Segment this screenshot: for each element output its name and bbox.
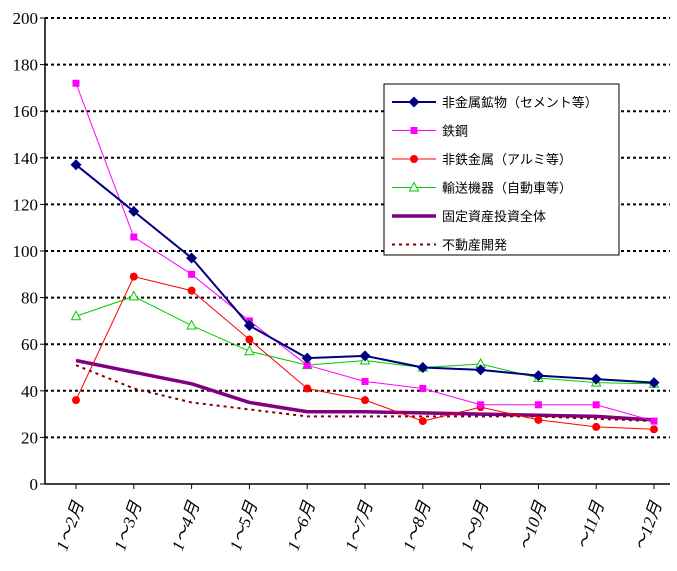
data-point: [72, 396, 80, 405]
series-2: [72, 272, 658, 434]
series-0: [70, 159, 660, 389]
data-point: [245, 335, 254, 344]
data-point: [418, 417, 427, 426]
data-point: [359, 350, 371, 362]
legend-label: 非金属鉱物（セメント等）: [442, 95, 598, 111]
x-tick-label: 1～8月: [399, 498, 435, 553]
data-point: [361, 396, 369, 405]
data-point: [186, 252, 198, 264]
data-point: [532, 370, 544, 382]
y-tick-label: 200: [13, 9, 39, 28]
legend-label: 固定資産投資全体: [442, 209, 546, 225]
series-lines: [70, 79, 660, 434]
series-5: [75, 364, 655, 423]
data-point: [534, 401, 542, 409]
y-tick-label: 40: [21, 382, 38, 401]
series-line: [75, 364, 655, 423]
legend-marker: [410, 155, 418, 163]
x-tick-label: 1～9月: [457, 498, 493, 553]
y-tick-label: 60: [21, 335, 38, 354]
data-point: [70, 310, 82, 321]
legend-item: 非金属鉱物（セメント等）: [392, 95, 598, 111]
x-tick-labels: 1～2月 1～3月 1～4月 1～5月 1～6月 1～7月 1～8月 1～9月 ～10月 ～11月…: [52, 484, 666, 553]
data-point: [650, 425, 658, 434]
data-point: [590, 373, 602, 385]
y-tick-label: 120: [13, 195, 39, 214]
legend-label: 輸送機器（自動車等）: [442, 181, 572, 197]
data-point: [301, 352, 313, 364]
axes: [44, 18, 670, 485]
y-tick-label: 20: [21, 428, 38, 447]
y-tick-labels: 0 20 40 60 80 100 120 140 160 180 200: [13, 9, 39, 494]
data-point: [244, 345, 255, 356]
data-point: [186, 319, 197, 330]
y-tick-label: 0: [30, 475, 39, 494]
x-tick-label: 1～3月: [110, 498, 146, 553]
legend-label: 不動産開発: [442, 238, 507, 254]
y-tick-label: 100: [13, 242, 39, 261]
series-4: [75, 358, 655, 422]
data-point: [592, 401, 600, 409]
data-point: [187, 286, 196, 295]
data-point: [650, 417, 658, 425]
data-point: [128, 290, 140, 301]
data-point: [243, 320, 255, 332]
legend-item: 輸送機器（自動車等）: [392, 181, 572, 197]
legend-marker: [408, 181, 420, 192]
legend-marker: [408, 96, 420, 108]
series-line: [75, 295, 655, 385]
x-tick-label: ～12月: [630, 498, 666, 553]
x-tick-label: ～11月: [573, 498, 608, 552]
data-point: [534, 415, 543, 424]
legend-label: 非鉄金属（アルミ等）: [442, 152, 572, 168]
data-point: [417, 361, 429, 374]
legend-label: 鉄鋼: [442, 125, 468, 140]
legend-item: 非鉄金属（アルミ等）: [392, 152, 572, 168]
x-tick-label: 1～2月: [52, 498, 88, 553]
x-tick-label: ～10月: [515, 498, 551, 553]
y-tick-label: 140: [13, 149, 39, 168]
data-point: [592, 422, 601, 431]
y-tick-label: 160: [13, 102, 39, 121]
legend-item: 不動産開発: [392, 238, 507, 254]
y-tick-label: 80: [21, 289, 38, 308]
data-point: [303, 384, 312, 393]
series-3: [70, 290, 660, 388]
data-point: [128, 205, 140, 217]
x-tick-label: 1～6月: [284, 498, 320, 553]
series-line: [75, 358, 655, 422]
data-point: [361, 377, 369, 385]
data-point: [648, 377, 660, 389]
y-tick-label: 180: [13, 56, 39, 75]
legend-item: 固定資産投資全体: [392, 209, 546, 225]
x-tick-label: 1～7月: [341, 498, 377, 553]
x-tick-label: 1～5月: [226, 498, 262, 553]
legend-marker: [410, 127, 418, 134]
legend-item: 鉄鋼: [392, 125, 468, 140]
data-point: [129, 272, 138, 281]
data-point: [419, 384, 427, 392]
x-tick-label: 1～4月: [168, 498, 204, 553]
data-point: [70, 159, 82, 171]
data-point: [477, 401, 485, 409]
data-point: [72, 79, 80, 87]
gridlines: [40, 17, 670, 485]
data-point: [188, 270, 196, 278]
data-point: [130, 233, 138, 241]
data-point: [475, 364, 487, 376]
legend-box: [383, 83, 620, 256]
